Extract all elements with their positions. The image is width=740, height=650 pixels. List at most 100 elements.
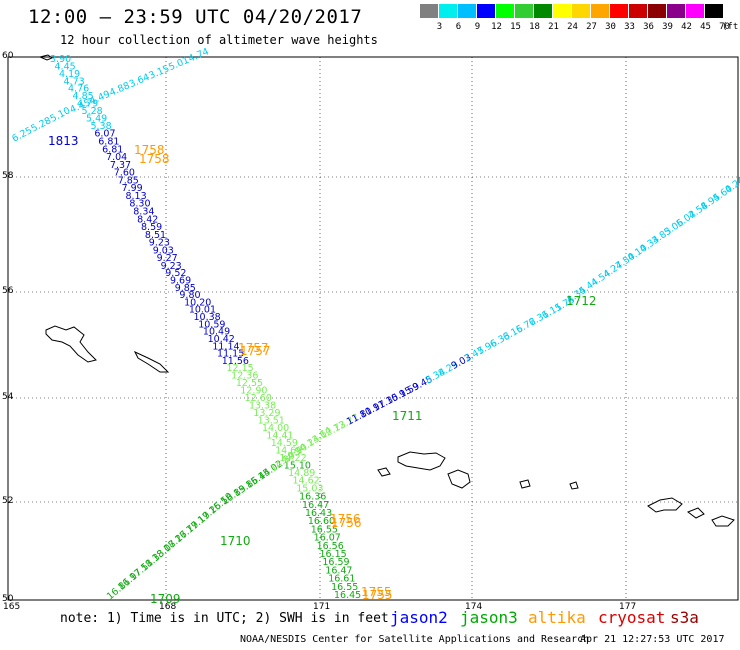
swh-value-label: 4.79	[77, 99, 98, 110]
swh-value-label: 16.61	[328, 574, 355, 585]
swh-value-label: 3.90	[50, 54, 71, 65]
swh-value-label: 8.51	[145, 230, 166, 241]
swh-value-label: 12.90	[240, 385, 267, 396]
legend-jason3: jason3	[460, 608, 518, 627]
swh-value-label: 8.59	[141, 222, 162, 233]
swh-value-label: 11.14	[212, 341, 239, 352]
colorbar-swatch	[686, 4, 705, 18]
colorbar-tick-label: 15	[510, 22, 521, 32]
latitude-tick-label: 56	[2, 286, 14, 296]
legend-cryosat: cryosat	[598, 608, 666, 627]
swh-value-label: 9.23	[149, 238, 170, 249]
colorbar-swatch	[553, 4, 572, 18]
swh-value-label: 14.41	[266, 431, 293, 442]
swh-value-label: 16.60	[308, 516, 335, 527]
time-label: 1756	[331, 516, 362, 530]
island-outline	[686, 507, 705, 519]
latitude-tick-label: 52	[2, 496, 13, 506]
longitude-tick-label: 168	[159, 602, 176, 612]
swh-value-label: 6.81	[102, 144, 123, 155]
swh-value-label: 16.07	[314, 533, 341, 544]
colorbar-swatch	[667, 4, 686, 18]
colorbar-tick-label: 70	[719, 22, 730, 32]
colorbar-swatch	[705, 4, 724, 18]
swh-value-label: 10.38	[194, 312, 221, 323]
swh-value-label: 16.59	[322, 557, 349, 568]
swh-value-label: 10.59	[198, 319, 225, 330]
longitude-tick-label: 171	[313, 602, 330, 612]
island-outline	[133, 350, 170, 373]
island-outline	[569, 481, 579, 490]
colorbar-tick-label: 24	[567, 22, 578, 32]
swh-value-label: 4	[735, 175, 740, 187]
island-outline	[377, 467, 391, 477]
swh-value-label: 12.55	[236, 378, 263, 389]
swh-value-label: 7.60	[114, 168, 135, 179]
map-title: 12:00 – 23:59 UTC 04/20/2017	[28, 6, 363, 28]
map-subtitle: 12 hour collection of altimeter wave hei…	[60, 33, 378, 47]
swh-value-label: 16.56	[317, 541, 344, 552]
latitude-tick-label: 58	[2, 171, 14, 181]
swh-value-label: 15.10	[284, 461, 311, 472]
island-outline	[711, 515, 735, 527]
swh-value-label: 9.27	[157, 253, 178, 264]
longitude-tick-label: 165	[3, 602, 20, 612]
swh-value-label: 8.13	[125, 191, 146, 202]
colorbar-tick-label: 3	[436, 22, 443, 32]
colorbar-tick-label: 42	[681, 22, 692, 32]
colorbar-swatch	[420, 4, 439, 18]
generated-timestamp: Apr 21 12:27:53 UTC 2017	[580, 634, 725, 645]
time-label: 1709	[150, 592, 181, 606]
altimeter-tracks: 3.904.454.194.734.764.854.795.285.495.38…	[10, 46, 740, 602]
colorbar-swatch	[572, 4, 591, 18]
time-labels: 1813175817581757175717561756175517551712…	[48, 134, 597, 606]
legend-s3a: s3a	[670, 608, 699, 627]
swh-value-label: 10.01	[189, 305, 216, 316]
time-label: 1712	[566, 294, 597, 308]
time-label: 1757	[240, 344, 271, 358]
colorbar-tick-label: 36	[643, 22, 654, 32]
swh-value-label: 16.47	[302, 500, 329, 511]
colorbar-tick-label: 6	[455, 22, 462, 32]
swh-value-label: 4.73	[64, 76, 85, 87]
colorbar-swatch	[515, 4, 534, 18]
colorbar-swatch	[458, 4, 477, 18]
colorbar-tick-label: 30	[605, 22, 616, 32]
swh-value-label: 9.69	[170, 275, 191, 286]
island-outline	[38, 54, 54, 61]
island-outline	[447, 469, 471, 489]
swh-value-label: 4.85	[73, 91, 94, 102]
island-outline	[45, 325, 97, 363]
swh-value-label: 16.55	[311, 524, 338, 535]
swh-value-label: 8.34	[133, 207, 154, 218]
swh-value-label: 4.45	[55, 61, 76, 72]
latitude-tick-label: 54	[2, 392, 14, 402]
swh-value-label: 8.30	[129, 199, 150, 210]
swh-value-label: 9.80	[179, 290, 200, 301]
swh-value-label: 8.42	[137, 214, 158, 225]
swh-value-label: 10.49	[203, 327, 230, 338]
time-label: 1755	[362, 588, 393, 602]
swh-value-label: 7.99	[122, 183, 143, 194]
colorbar-tick-label: 18	[529, 22, 540, 32]
colorbar-tick-label: 27	[586, 22, 597, 32]
swh-value-label: 5.49	[86, 113, 107, 124]
track-west: 3.904.454.194.734.764.854.795.285.495.38…	[50, 54, 361, 601]
colorbar-swatch	[496, 4, 515, 18]
track-east: 16.8116.9717.5118.3318.0718.2716.7917.19…	[105, 175, 740, 602]
time-label: 1710	[220, 534, 251, 548]
swh-value-label: 6.81	[98, 137, 119, 148]
map-frame	[7, 56, 739, 601]
latitude-tick-label: 60	[2, 51, 14, 61]
swh-value-label: 12.36	[231, 371, 258, 382]
colorbar-tick-label: 21	[548, 22, 559, 32]
colorbar-tick-label: 45	[700, 22, 711, 32]
swh-value-label: 11.56	[222, 356, 249, 367]
swh-value-label: 9.52	[165, 268, 186, 279]
footer-note: note: 1) Time is in UTC; 2) SWH is in fe…	[60, 611, 389, 626]
longitude-tick-label: 174	[465, 602, 482, 612]
swh-value-label: 16.55	[331, 582, 358, 593]
swh-value-label: 14.22	[279, 453, 306, 464]
swh-value-label: 13.29	[253, 408, 280, 419]
